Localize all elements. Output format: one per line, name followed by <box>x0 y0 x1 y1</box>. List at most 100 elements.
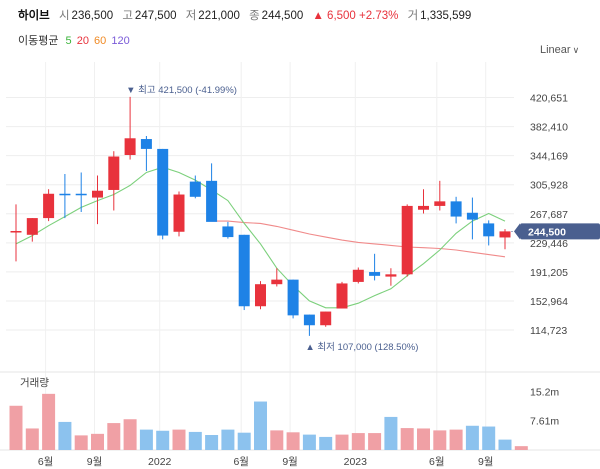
candle-body <box>222 226 234 238</box>
candle <box>320 311 332 327</box>
current-price-label: 244,500 <box>528 226 566 238</box>
volume-bar <box>237 432 251 450</box>
candle <box>26 218 38 242</box>
high-label: 고 <box>122 10 133 22</box>
month-tick-label: 9월 <box>87 456 103 468</box>
candle <box>401 204 413 277</box>
candle <box>206 163 218 222</box>
low-label: 저 <box>185 10 197 22</box>
price-axis: 420,651 382,410 344,169 305,928 267,687 229,4… <box>530 93 568 338</box>
candle-body <box>271 279 283 285</box>
candle <box>59 174 71 219</box>
volume-bar <box>188 431 202 450</box>
candle <box>43 189 55 222</box>
current-price-badge-arrow <box>514 223 520 240</box>
volume-panel: 거래량 15.2m 7.61m <box>9 377 559 450</box>
candle-body <box>483 223 495 237</box>
candle-body <box>26 218 38 235</box>
candle <box>255 281 266 310</box>
ma60-legend[interactable]: 60 <box>94 35 107 47</box>
candle-body <box>466 212 478 220</box>
candle <box>369 253 381 281</box>
year-tick-label: 2022 <box>148 456 172 468</box>
price-tick-label: 420,651 <box>530 93 568 105</box>
price-tick-label: 152,964 <box>530 296 568 308</box>
candle-body <box>320 311 332 326</box>
volume-bar <box>498 439 512 450</box>
ma-legend-title: 이동평균 <box>18 35 59 47</box>
volume-bar <box>335 434 349 450</box>
candle-body <box>336 283 348 309</box>
month-tick-label: 6월 <box>233 456 249 468</box>
candle-body <box>401 205 413 275</box>
price-tick-label: 305,928 <box>530 180 568 192</box>
volume-bar <box>368 433 382 450</box>
candle <box>10 204 22 262</box>
ma20-line <box>211 220 506 258</box>
volume-bar <box>74 435 88 450</box>
volume-bar <box>107 423 121 450</box>
candle <box>108 151 120 211</box>
candle <box>434 180 446 211</box>
candle-body <box>255 284 266 307</box>
candle <box>450 196 462 224</box>
volume-bar <box>42 393 56 450</box>
candle-body <box>385 274 397 277</box>
volume-bar <box>351 433 365 450</box>
ma120-legend[interactable]: 120 <box>111 35 130 47</box>
candle-body <box>303 314 315 326</box>
month-tick-label: 6월 <box>429 456 445 468</box>
candle <box>157 148 169 240</box>
candle <box>238 234 250 311</box>
ma-legend: 이동평균 5 20 60 120 <box>18 32 130 48</box>
volume-bar <box>9 405 23 450</box>
volume-bar <box>482 426 496 450</box>
price-tick-label: 191,205 <box>530 267 568 279</box>
volume-bar <box>270 430 284 450</box>
candle-body <box>43 193 55 219</box>
volume-bar <box>91 433 104 450</box>
price-tick-label: 344,169 <box>530 151 568 163</box>
price-tick-label: 229,446 <box>530 238 568 250</box>
close-label: 종 <box>249 10 260 22</box>
volume-bar <box>123 419 137 450</box>
month-tick-label: 9월 <box>282 456 298 468</box>
volume-bar <box>156 430 170 450</box>
candle <box>173 191 185 237</box>
scale-dropdown[interactable]: Linear ∨ <box>540 44 579 56</box>
up-triangle-icon: ▲ <box>312 10 324 22</box>
candle <box>287 279 299 319</box>
candle <box>222 221 234 239</box>
volume-bar <box>465 425 479 450</box>
volume-value: 1,335,599 <box>420 10 472 22</box>
volume-bar <box>286 432 300 450</box>
candle <box>140 136 152 171</box>
min-annotation: ▲ 최저 107,000 (128.50%) <box>305 342 418 353</box>
candle-body <box>369 272 381 276</box>
candle-body <box>92 190 103 198</box>
volume-bar <box>400 428 414 450</box>
change-block: ▲ 6,500 +2.73% <box>312 10 398 22</box>
candle-body <box>287 279 299 316</box>
ma5-legend[interactable]: 5 <box>65 35 72 47</box>
volume-bar <box>319 436 333 450</box>
open-value: 236,500 <box>71 10 114 22</box>
volume-label: 거 <box>407 10 419 22</box>
price-header: 하이브 시 236,500 고 247,500 저 221,000 종 244,500 … <box>18 7 477 23</box>
volume-tick-label: 7.61m <box>530 416 559 428</box>
change-value: 6,500 <box>327 10 356 22</box>
volume-title: 거래량 <box>20 377 49 389</box>
month-tick-label: 6월 <box>38 456 54 468</box>
candle-body <box>450 201 462 217</box>
low-value: 221,000 <box>198 10 240 22</box>
candle-body <box>157 148 169 236</box>
candle-body <box>189 181 201 197</box>
candle <box>189 175 201 199</box>
ma20-legend[interactable]: 20 <box>76 35 89 47</box>
volume-bar <box>205 435 219 450</box>
price-tick-label: 267,687 <box>530 209 568 221</box>
candle <box>92 175 103 225</box>
volume-bar <box>221 429 235 450</box>
volume-bar <box>58 421 72 450</box>
